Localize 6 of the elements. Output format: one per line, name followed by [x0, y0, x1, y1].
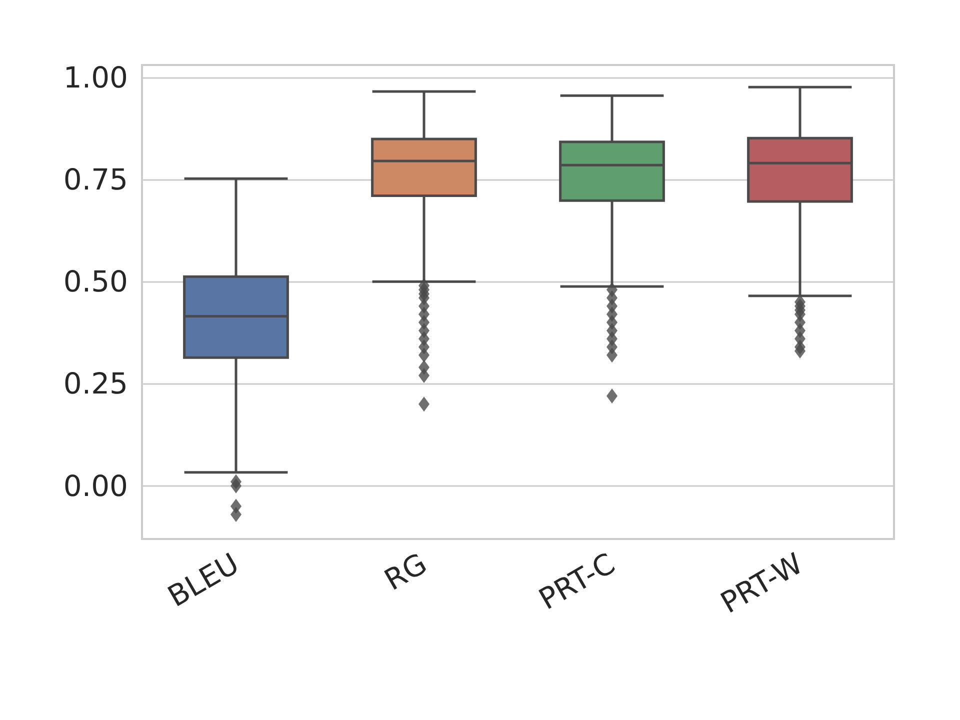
y-tick-label: 0.00: [63, 468, 128, 503]
y-tick-label: 1.00: [63, 60, 128, 94]
y-tick-label: 0.25: [63, 366, 128, 401]
x-tick-label: RG: [378, 546, 432, 598]
y-tick-label: 0.50: [63, 264, 128, 299]
y-tick-label: 0.75: [63, 162, 128, 196]
